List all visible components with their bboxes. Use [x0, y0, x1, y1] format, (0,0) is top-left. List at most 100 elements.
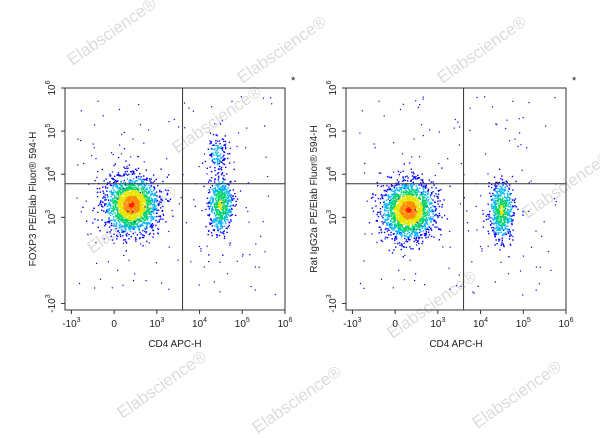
event-dot	[212, 201, 213, 202]
event-dot	[223, 181, 224, 182]
event-dot	[389, 177, 390, 178]
event-dot	[398, 212, 399, 213]
event-dot	[153, 233, 154, 234]
event-dot	[134, 186, 135, 187]
event-dot	[222, 138, 223, 139]
event-dot	[143, 213, 144, 214]
event-dot	[161, 191, 162, 192]
event-dot	[142, 195, 143, 196]
event-dot	[149, 187, 150, 188]
event-dot	[380, 213, 381, 214]
event-dot	[135, 212, 136, 213]
event-dot	[121, 194, 122, 195]
event-dot	[213, 145, 214, 146]
event-dot	[113, 243, 114, 244]
event-dot	[212, 199, 213, 200]
event-dot	[122, 201, 123, 202]
event-dot	[213, 134, 214, 135]
event-dot	[430, 211, 431, 212]
event-dot	[391, 214, 392, 215]
event-dot	[125, 231, 126, 232]
event-dot	[150, 182, 151, 183]
event-dot	[139, 204, 140, 205]
event-dot	[398, 206, 399, 207]
event-dot	[133, 178, 134, 179]
event-dot	[390, 206, 391, 207]
event-dot	[415, 235, 416, 236]
event-dot	[178, 260, 179, 261]
event-dot	[113, 211, 114, 212]
event-dot	[153, 209, 154, 210]
event-dot	[230, 243, 231, 244]
event-dot	[113, 219, 114, 220]
event-dot	[222, 209, 223, 210]
event-dot	[390, 209, 391, 210]
event-dot	[228, 187, 229, 188]
event-dot	[221, 162, 222, 163]
event-dot	[141, 215, 142, 216]
event-dot	[416, 194, 417, 195]
event-dot	[120, 204, 121, 205]
event-dot	[399, 207, 400, 208]
event-dot	[174, 119, 175, 120]
event-dot	[118, 203, 119, 204]
event-dot	[427, 197, 428, 198]
event-dot	[404, 223, 405, 224]
event-dot	[398, 181, 399, 182]
event-dot	[439, 215, 440, 216]
event-dot	[395, 216, 396, 217]
event-dot	[226, 228, 227, 229]
event-dot	[214, 123, 215, 124]
event-dot	[430, 218, 431, 219]
event-dot	[247, 211, 248, 212]
event-dot	[225, 210, 226, 211]
event-dot	[390, 196, 391, 197]
event-dot	[93, 208, 94, 209]
event-dot	[132, 202, 133, 203]
event-dot	[436, 227, 437, 228]
event-dot	[129, 203, 130, 204]
event-dot	[503, 188, 504, 189]
event-dot	[127, 221, 128, 222]
event-dot	[140, 199, 141, 200]
event-dot	[375, 205, 376, 206]
event-dot	[129, 260, 130, 261]
event-dot	[121, 134, 122, 135]
event-dot	[264, 251, 265, 252]
event-dot	[224, 158, 225, 159]
event-dot	[212, 222, 213, 223]
event-dot	[140, 210, 141, 211]
event-dot	[515, 198, 516, 199]
event-dot	[221, 197, 222, 198]
event-dot	[113, 185, 114, 186]
event-dot	[146, 225, 147, 226]
event-dot	[418, 184, 419, 185]
event-dot	[162, 219, 163, 220]
event-dot	[411, 236, 412, 237]
event-dot	[405, 185, 406, 186]
event-dot	[109, 227, 110, 228]
event-dot	[420, 219, 421, 220]
event-dot	[86, 201, 87, 202]
event-dot	[388, 234, 389, 235]
event-dot	[220, 205, 221, 206]
event-dot	[268, 196, 269, 197]
event-dot	[435, 187, 436, 188]
event-dot	[125, 195, 126, 196]
event-dot	[129, 207, 130, 208]
event-dot	[107, 209, 108, 210]
event-dot	[133, 202, 134, 203]
event-dot	[128, 234, 129, 235]
event-dot	[410, 205, 411, 206]
event-dot	[216, 154, 217, 155]
event-dot	[152, 216, 153, 217]
event-dot	[422, 180, 423, 181]
event-dot	[393, 233, 394, 234]
event-dot	[105, 187, 106, 188]
event-dot	[118, 218, 119, 219]
event-dot	[211, 210, 212, 211]
event-dot	[111, 225, 112, 226]
event-dot	[120, 210, 121, 211]
event-dot	[107, 206, 108, 207]
event-dot	[426, 198, 427, 199]
